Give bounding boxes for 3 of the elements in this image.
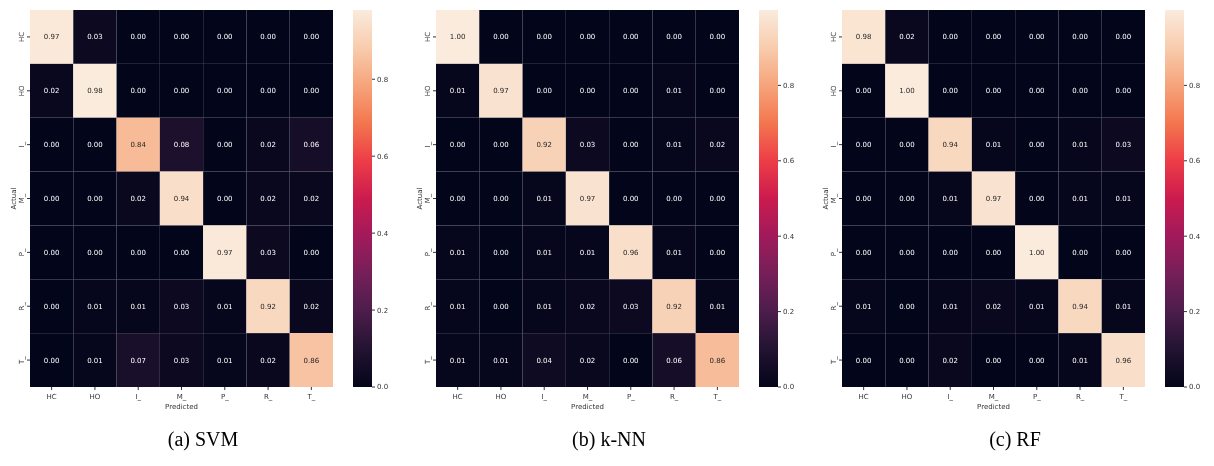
text: (b) k-NN bbox=[572, 428, 646, 451]
text: (a) SVM bbox=[167, 428, 239, 451]
text: (c) RF bbox=[989, 428, 1041, 451]
